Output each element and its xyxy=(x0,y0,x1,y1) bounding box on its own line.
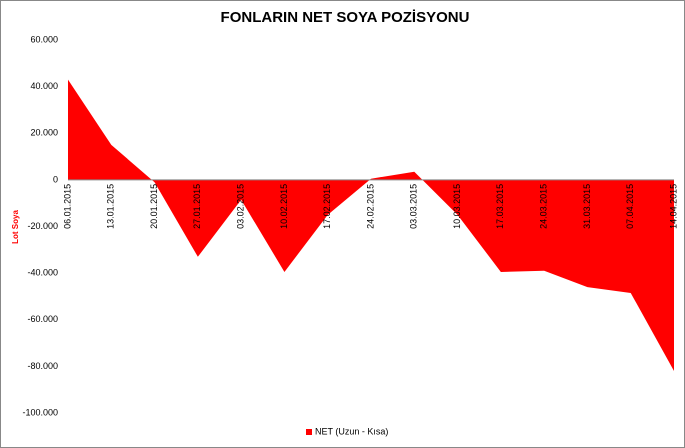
y-tick-label: 0 xyxy=(53,174,58,184)
x-tick-label: 20.01.2015 xyxy=(149,184,159,229)
x-tick-label: 24.02.2015 xyxy=(365,184,375,229)
x-tick-label: 27.01.2015 xyxy=(192,184,202,229)
x-tick-label: 10.02.2015 xyxy=(279,184,289,229)
x-tick-label: 17.03.2015 xyxy=(495,184,505,229)
x-tick-label: 17.02.2015 xyxy=(322,184,332,229)
y-tick-label: -20.000 xyxy=(27,221,58,231)
x-tick-label: 03.03.2015 xyxy=(409,184,419,229)
area xyxy=(68,79,674,372)
x-tick-label: 07.04.2015 xyxy=(625,184,635,229)
y-axis-label: Lot Soya xyxy=(11,210,20,244)
x-tick-label: 31.03.2015 xyxy=(582,184,592,229)
legend-label: NET (Uzun - Kısa) xyxy=(315,426,388,436)
x-tick-label: 13.01.2015 xyxy=(106,184,116,229)
y-tick-label: -80.000 xyxy=(27,361,58,371)
x-tick-label: 14.04.2015 xyxy=(668,184,678,229)
y-tick-label: -60.000 xyxy=(27,314,58,324)
y-tick-label: 20.000 xyxy=(30,128,58,138)
x-tick-label: 03.02.2015 xyxy=(236,184,246,229)
chart-title: FONLARIN NET SOYA POZİSYONU xyxy=(221,9,470,26)
x-tick-label: 24.03.2015 xyxy=(539,184,549,229)
y-tick-label: -40.000 xyxy=(27,268,58,278)
legend-swatch xyxy=(306,429,312,435)
y-tick-label: 40.000 xyxy=(30,81,58,91)
y-tick-label: -100.000 xyxy=(22,407,58,417)
y-tick-label: 60.000 xyxy=(30,34,58,44)
x-tick-label: 10.03.2015 xyxy=(452,184,462,229)
x-tick-label: 06.01.2015 xyxy=(62,184,72,229)
